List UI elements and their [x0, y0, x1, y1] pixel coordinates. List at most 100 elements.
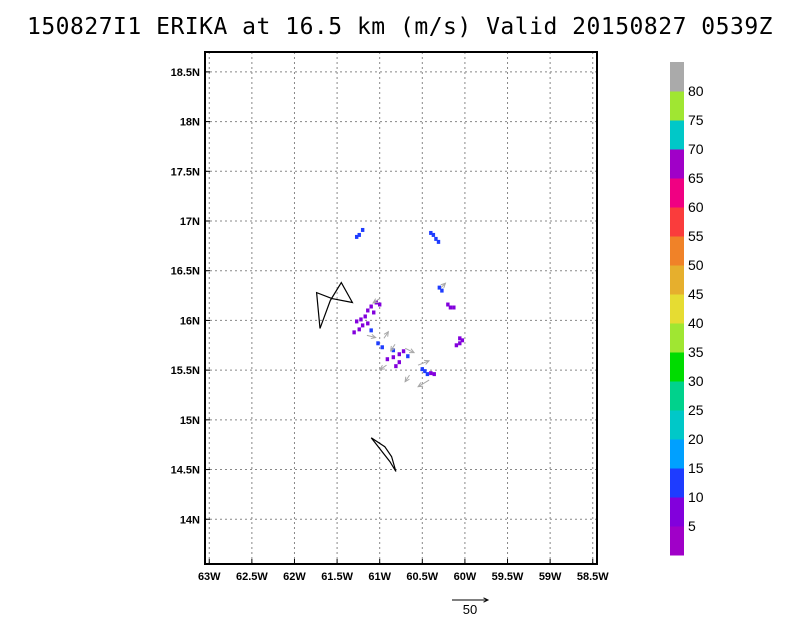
colorbar-label: 25 — [688, 402, 704, 418]
wind-speed-cell — [352, 330, 356, 335]
wind-speed-cell — [446, 302, 450, 307]
colorbar-label: 40 — [688, 315, 704, 331]
wind-speed-cell — [401, 349, 406, 354]
wind-speed-cell — [448, 305, 453, 310]
wind-speed-cell — [376, 341, 380, 346]
wind-vector-head — [370, 333, 377, 340]
colorbar-label: 20 — [688, 431, 704, 447]
wind-vector — [417, 379, 430, 388]
wind-speed-cell — [432, 372, 436, 377]
colorbar-label: 10 — [688, 489, 704, 505]
wind-speed-cell — [420, 367, 425, 372]
colorbar-label: 55 — [688, 228, 704, 244]
reference-vector: 50 — [452, 597, 490, 617]
wind-speed-cell — [377, 302, 382, 307]
colorbar-label: 70 — [688, 141, 704, 157]
y-tick-label: 17.5N — [171, 166, 200, 178]
y-tick-label: 15.5N — [171, 365, 200, 377]
colorbar-segment — [670, 468, 684, 498]
wind-speed-cell — [458, 336, 462, 341]
x-axis-ticks: 63W 62.5W 62W 61.5W 61W 60.5W 60W 59.5W 59W 58.5W — [198, 559, 609, 583]
wind-speed-cell — [458, 341, 462, 346]
wind-speed-cell — [406, 354, 410, 359]
wind-speed-cell — [394, 364, 398, 369]
coastline — [315, 281, 354, 329]
wind-speed-cell — [354, 234, 359, 239]
y-axis-ticks: 14N 14.5N 15N 15.5N 16N 16.5N 17N 17.5N 18N 18.5N — [171, 67, 210, 526]
colorbar-segment — [670, 526, 684, 556]
colorbar-label: 45 — [688, 286, 704, 302]
wind-speed-cell — [397, 360, 401, 365]
colorbar-segment — [670, 381, 684, 411]
wind-speed-cell — [366, 308, 370, 313]
wind-speed-cell — [360, 323, 365, 328]
wind-speed-cell — [434, 236, 438, 241]
wind-speed-cell — [431, 232, 436, 237]
wind-vector-head — [417, 382, 424, 388]
wind-speed-cell — [359, 317, 363, 322]
wind-speed-cell — [452, 305, 456, 310]
wind-speed-cell — [366, 321, 370, 326]
wind-speed-cell — [369, 328, 373, 333]
wind-vector-head — [404, 376, 410, 383]
colorbar-label: 75 — [688, 112, 704, 128]
colorbar-segment — [670, 265, 684, 295]
wind-speed-cell — [423, 369, 427, 374]
wind-speed-cell — [357, 327, 361, 332]
wind-vector-head — [378, 365, 385, 371]
y-tick-label: 14.5N — [171, 465, 200, 477]
x-tick-label: 63W — [198, 571, 221, 583]
wind-speed-cell — [397, 352, 401, 357]
colorbar-segment — [670, 120, 684, 150]
y-tick-label: 16.5N — [171, 266, 200, 278]
wind-speed-cell — [391, 355, 396, 360]
wind-speed-cell — [363, 314, 367, 319]
coastline — [370, 437, 397, 472]
y-tick-label: 14N — [180, 514, 200, 526]
wind-vector-head — [372, 298, 379, 304]
wind-speed-cell — [369, 304, 373, 309]
colorbar-segment — [670, 149, 684, 179]
x-tick-label: 62W — [283, 571, 306, 583]
wind-speed-cell — [429, 230, 433, 235]
colorbar-segment — [670, 178, 684, 208]
colorbar-segment — [670, 323, 684, 353]
wind-speed-cell — [360, 227, 365, 232]
coastlines — [315, 281, 397, 472]
wind-speed-cell — [372, 310, 376, 315]
colorbar: 5 10 15 20 25 30 35 40 45 50 55 60 65 70 75 80 — [670, 62, 704, 556]
colorbar-segment — [670, 207, 684, 237]
wind-speed-cell — [391, 348, 396, 353]
reference-arrow-head — [483, 597, 490, 603]
reference-label: 50 — [463, 602, 477, 617]
wind-vectors — [366, 282, 447, 388]
wind-vector — [383, 331, 389, 339]
x-tick-label: 58.5W — [577, 571, 609, 583]
wind-speed-cell — [380, 345, 384, 350]
wind-speed-cell — [357, 232, 361, 237]
colorbar-segment — [670, 352, 684, 382]
x-tick-label: 60W — [454, 571, 477, 583]
colorbar-segment — [670, 294, 684, 324]
wind-vector-head — [389, 345, 396, 352]
colorbar-label: 50 — [688, 257, 704, 273]
wind-speed-cell — [460, 338, 465, 343]
x-tick-label: 59.5W — [492, 571, 524, 583]
y-tick-label: 17N — [180, 216, 200, 228]
wind-speed-cell — [440, 288, 444, 293]
colorbar-segment — [670, 91, 684, 121]
y-tick-label: 16N — [180, 315, 200, 327]
wind-speed-cell — [425, 372, 430, 377]
wind-vector — [417, 360, 430, 366]
y-tick-label: 18.5N — [171, 67, 200, 79]
colorbar-segment — [670, 497, 684, 527]
colorbar-label: 80 — [688, 83, 704, 99]
colorbar-label: 5 — [688, 518, 696, 534]
chart-title: 150827I1 ERIKA at 16.5 km (m/s) Valid 20… — [26, 14, 774, 40]
colorbar-label: 30 — [688, 373, 704, 389]
wind-vector — [390, 344, 396, 352]
x-tick-label: 61W — [368, 571, 391, 583]
wind-vector-head — [383, 330, 389, 337]
wind-vector — [379, 364, 387, 370]
